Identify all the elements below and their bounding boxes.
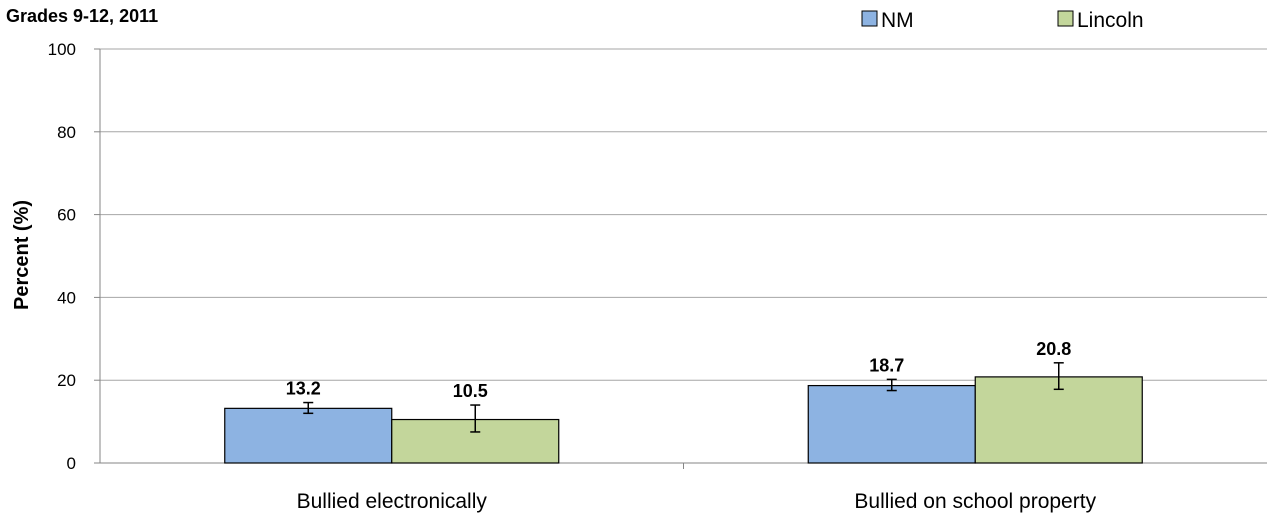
y-tick-label: 20: [57, 371, 76, 390]
legend-label: Lincoln: [1077, 9, 1144, 32]
legend-swatch: [861, 10, 878, 27]
legend: NM Lincoln: [861, 9, 1144, 32]
y-tick-label: 0: [67, 454, 76, 473]
gridlines: [100, 48, 1267, 381]
legend-swatch: [1057, 10, 1074, 27]
bars: [224, 376, 1143, 464]
legend-label: NM: [881, 9, 914, 32]
data-label: 20.8: [1036, 339, 1071, 359]
data-label: 18.7: [869, 355, 904, 375]
error-bars: [303, 362, 1064, 433]
x-tick-label: Bullied on school property: [854, 490, 1096, 513]
y-tick-label: 80: [57, 123, 76, 142]
y-tick-label: 40: [57, 288, 76, 307]
bar: [224, 407, 393, 464]
data-label: 10.5: [453, 381, 488, 401]
y-tick-label: 60: [57, 206, 76, 225]
chart-subtitle: Grades 9-12, 2011: [6, 6, 159, 26]
tick-labels: 0 20 40 60 80 100 Bullied electronically Bullie…: [48, 40, 1097, 513]
x-tick-label: Bullied electronically: [297, 490, 488, 513]
data-label: 13.2: [286, 379, 321, 399]
y-tick-label: 100: [48, 40, 76, 59]
data-labels: 13.2 10.5 18.7 20.8: [286, 339, 1072, 401]
y-axis-label: Percent (%): [11, 200, 33, 310]
bar: [974, 376, 1143, 464]
bar: [807, 384, 976, 464]
